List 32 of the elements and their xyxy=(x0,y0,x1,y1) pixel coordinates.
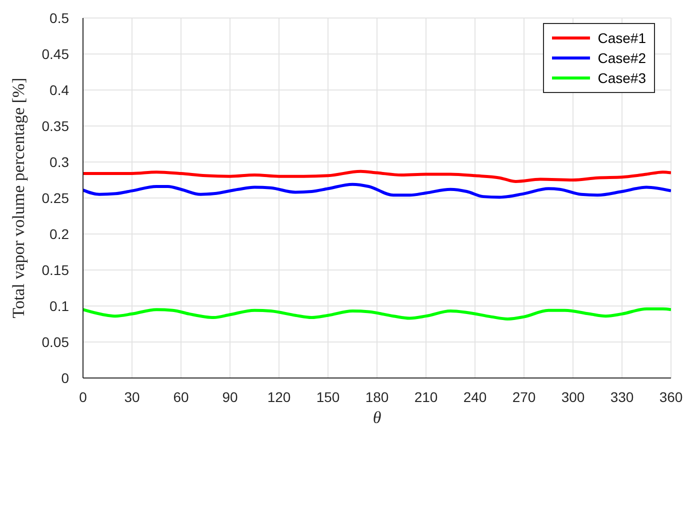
x-tick-label: 90 xyxy=(222,388,238,405)
line-series xyxy=(83,307,671,320)
x-tick-label: 30 xyxy=(124,388,140,405)
legend-label: Case#2 xyxy=(598,49,646,68)
legend-label: Case#3 xyxy=(598,69,646,88)
x-tick-label: 300 xyxy=(561,388,585,405)
y-tick-label: 0.25 xyxy=(42,190,70,206)
x-tick-label: 270 xyxy=(512,388,536,405)
x-tick-label: 60 xyxy=(173,388,189,405)
x-tick-label: 210 xyxy=(414,388,438,405)
y-tick-label: 0.1 xyxy=(50,298,70,314)
y-tick-label: 0.3 xyxy=(50,154,70,170)
y-axis-title: Total vapor volume percentage [%] xyxy=(9,78,28,318)
y-tick-label: 0.45 xyxy=(42,46,70,62)
x-axis-title: θ xyxy=(372,408,382,427)
y-tick-label: 0.5 xyxy=(50,10,70,26)
x-tick-label: 120 xyxy=(267,388,291,405)
y-tick-label: 0.15 xyxy=(42,262,70,278)
y-tick-label: 0.05 xyxy=(42,334,70,350)
x-tick-label: 330 xyxy=(610,388,634,405)
x-tick-label: 360 xyxy=(659,388,683,405)
line-series xyxy=(83,182,671,199)
x-tick-label: 0 xyxy=(79,388,88,405)
x-tick-label: 180 xyxy=(365,388,389,405)
x-tick-label: 150 xyxy=(316,388,340,405)
y-tick-label: 0.2 xyxy=(50,226,70,242)
line-series xyxy=(83,170,671,183)
y-tick-label: 0.4 xyxy=(50,82,70,98)
legend-label: Case#1 xyxy=(598,29,646,48)
y-tick-label: 0.35 xyxy=(42,118,70,134)
x-tick-label: 240 xyxy=(463,388,487,405)
y-tick-label: 0 xyxy=(61,370,70,386)
